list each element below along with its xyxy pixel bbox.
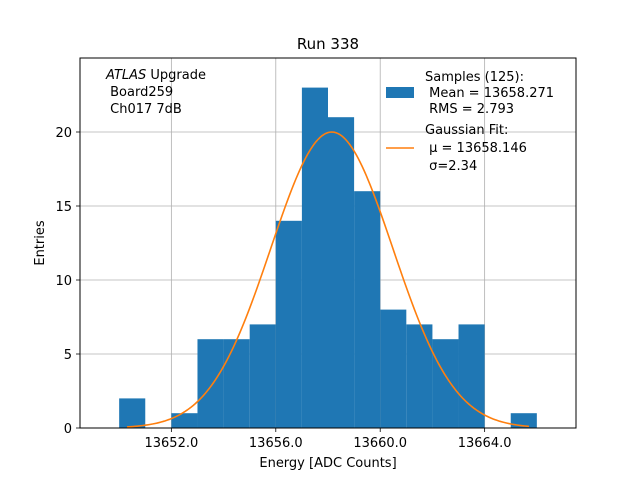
- atlas-annotation-line-2: Board259: [106, 85, 173, 100]
- legend: Samples (125): Mean = 13658.271 RMS = 2.…: [386, 70, 554, 174]
- y-axis-label: Entries: [33, 220, 48, 266]
- legend-samples-mean: Mean = 13658.271: [425, 86, 554, 101]
- legend-samples-swatch: [386, 87, 414, 98]
- histogram-bar: [197, 339, 224, 428]
- x-axis-label: Energy [ADC Counts]: [259, 456, 396, 471]
- histogram-bar: [249, 324, 276, 428]
- ticks-layer: 13652.0 13656.0 13660.0 13664.0 0 5 10 15 20: [55, 126, 511, 451]
- atlas-italic: ATLAS: [105, 68, 146, 83]
- plot-frame: [79, 57, 577, 429]
- histogram-bar: [223, 339, 250, 428]
- atlas-annotation-line-3: Ch017 7dB: [106, 102, 182, 117]
- gaussian-fit-curve: [126, 131, 530, 428]
- legend-samples-title: Samples (125):: [425, 70, 524, 85]
- histogram-bar: [301, 87, 328, 428]
- histogram-bars: [119, 87, 537, 428]
- histogram-bar: [328, 117, 355, 428]
- histogram-bar: [171, 413, 198, 428]
- histogram-bar: [119, 398, 146, 428]
- legend-fit-title: Gaussian Fit:: [425, 123, 508, 138]
- histogram-bar: [354, 191, 381, 428]
- histogram-bar: [380, 309, 407, 428]
- legend-fit-mu: μ = 13658.146: [425, 141, 527, 156]
- x-tick-label: 13660.0: [353, 436, 407, 451]
- y-tick-label: 10: [55, 274, 72, 289]
- legend-samples-rms: RMS = 2.793: [425, 102, 514, 117]
- legend-fit-sigma: σ=2.34: [425, 159, 477, 174]
- y-tick-label: 15: [55, 200, 72, 215]
- x-tick-label: 13664.0: [458, 436, 512, 451]
- y-tick-label: 5: [64, 348, 72, 363]
- x-tick-label: 13656.0: [249, 436, 303, 451]
- histogram-bar: [458, 324, 485, 428]
- y-tick-label: 0: [64, 422, 72, 437]
- histogram-bar: [406, 324, 433, 428]
- chart-title: Run 338: [297, 35, 359, 53]
- histogram-bar: [275, 220, 302, 428]
- fit-layer: [126, 131, 530, 428]
- x-tick-label: 13652.0: [144, 436, 198, 451]
- histogram-bar: [432, 339, 459, 428]
- y-tick-label: 20: [55, 126, 72, 141]
- atlas-annotation-line-1: ATLAS Upgrade: [105, 68, 206, 83]
